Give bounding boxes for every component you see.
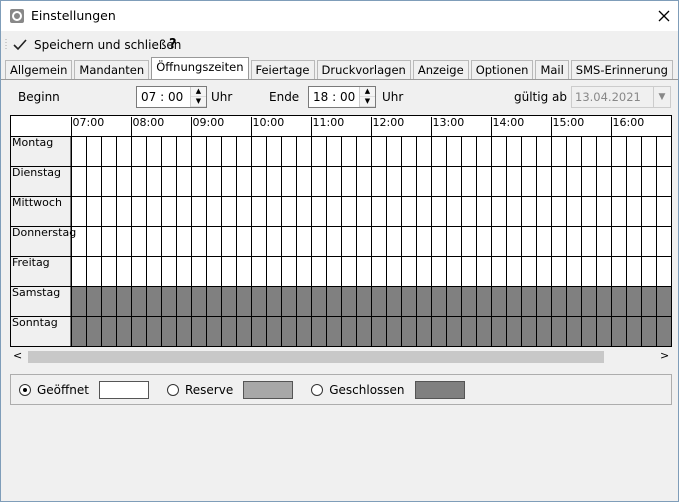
hour-label: 14:00 bbox=[493, 116, 525, 129]
scroll-right[interactable]: > bbox=[660, 349, 670, 362]
tab[interactable]: Optionen bbox=[470, 60, 534, 79]
legend-label: Geschlossen bbox=[329, 382, 405, 397]
tab[interactable]: Anzeige bbox=[412, 60, 469, 79]
tab[interactable]: Druckvorlagen bbox=[316, 60, 411, 79]
day-label: Freitag bbox=[12, 256, 50, 269]
tab[interactable]: Mail bbox=[535, 60, 569, 79]
tab[interactable]: SMS-Erinnerung bbox=[570, 60, 673, 79]
h-scrollbar[interactable]: < > bbox=[10, 348, 672, 366]
tab-strip: Allgemein Mandanten Öffnungszeiten Feiertag… bbox=[5, 57, 675, 79]
begin-hours: 07 bbox=[141, 90, 157, 104]
schedule-grid: Montag Dienstag Mittwoch Donnerstag Freitag S… bbox=[10, 115, 672, 347]
hour-label: 09:00 bbox=[193, 116, 225, 129]
end-minutes: 00 bbox=[339, 90, 356, 104]
gear-icon bbox=[10, 9, 24, 23]
end-hours: 18 bbox=[313, 90, 329, 104]
end-label: Ende bbox=[269, 90, 300, 104]
day-label: Samstag bbox=[12, 286, 60, 299]
save-button[interactable]: Speichern und schließen bbox=[34, 38, 182, 52]
title-bar: Einstellungen bbox=[1, 1, 678, 31]
hour-label: 07:00 bbox=[73, 116, 105, 129]
tab[interactable]: Feiertage bbox=[250, 60, 315, 79]
end-unit: Uhr bbox=[382, 90, 404, 104]
begin-minutes: 00 bbox=[167, 90, 184, 104]
tab-line bbox=[1, 79, 678, 80]
end-time[interactable]: 18 : 00 ▲ ▼ bbox=[308, 86, 376, 108]
day-label-cell bbox=[10, 256, 72, 287]
tab[interactable]: Allgemein bbox=[5, 60, 73, 79]
begin-label: Beginn bbox=[18, 90, 60, 104]
valid-from-label: gültig ab bbox=[514, 90, 567, 104]
help-button[interactable]: ? bbox=[169, 37, 177, 52]
scroll-left[interactable]: < bbox=[13, 349, 23, 362]
radio-button[interactable] bbox=[166, 383, 179, 396]
hour-label: 08:00 bbox=[133, 116, 165, 129]
begin-unit: Uhr bbox=[211, 90, 233, 104]
hour-label: 13:00 bbox=[433, 116, 465, 129]
legend-label: Geöffnet bbox=[37, 382, 89, 397]
radio-button[interactable] bbox=[19, 383, 31, 396]
day-label: Donnerstag bbox=[12, 226, 76, 239]
radio-button[interactable] bbox=[311, 383, 324, 396]
check-icon bbox=[13, 39, 27, 51]
hour-label: 12:00 bbox=[373, 116, 405, 129]
window-title: Einstellungen bbox=[31, 8, 116, 23]
day-label-cell bbox=[10, 316, 72, 347]
day-label: Montag bbox=[12, 136, 53, 149]
day-label: Sonntag bbox=[12, 316, 58, 329]
date-text: 13.04.2021 bbox=[575, 90, 641, 104]
scroll-thumb[interactable] bbox=[28, 351, 604, 363]
day-label-cell bbox=[10, 226, 72, 257]
valid-from-date[interactable]: 13.04.2021 ▼ bbox=[571, 86, 671, 108]
hour-label: 16:00 bbox=[613, 116, 645, 129]
legend-box: Geöffnet Reserve Geschlossen bbox=[10, 374, 672, 405]
day-label: Dienstag bbox=[12, 166, 61, 179]
hour-label: 11:00 bbox=[313, 116, 345, 129]
legend-swatch bbox=[243, 380, 294, 399]
legend-label: Reserve bbox=[184, 382, 234, 397]
tab[interactable]: Mandanten bbox=[74, 60, 150, 79]
close-button[interactable] bbox=[658, 10, 670, 22]
hour-label: 15:00 bbox=[553, 116, 585, 129]
tab[interactable]: Öffnungszeiten bbox=[151, 57, 249, 79]
legend-swatch bbox=[414, 380, 465, 399]
legend-swatch bbox=[98, 380, 149, 399]
toolbar-grip bbox=[5, 39, 7, 51]
begin-time[interactable]: 07 : 00 ▲ ▼ bbox=[136, 86, 207, 108]
hour-label: 10:00 bbox=[253, 116, 285, 129]
day-label: Mittwoch bbox=[12, 196, 62, 209]
